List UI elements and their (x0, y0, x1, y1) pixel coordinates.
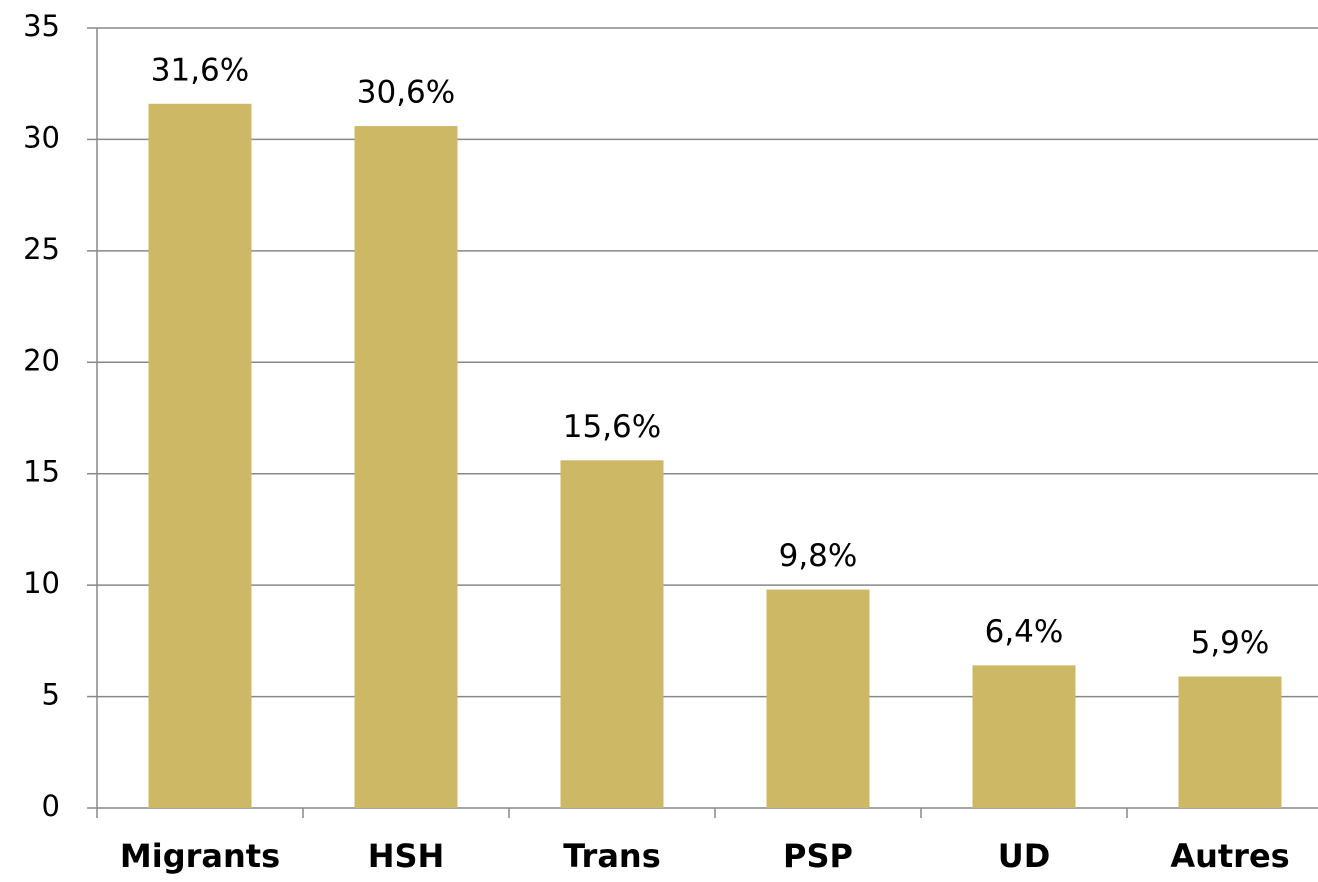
y-tick-label: 20 (23, 343, 60, 377)
x-tick-label: HSH (368, 837, 445, 875)
value-label: 30,6% (357, 75, 455, 111)
bar (560, 460, 664, 808)
value-label: 5,9% (1191, 625, 1270, 661)
y-tick-label: 35 (23, 9, 60, 43)
x-tick-label: PSP (783, 837, 853, 875)
y-tick-label: 5 (42, 678, 60, 712)
x-tick-label: Trans (563, 837, 661, 875)
value-label: 31,6% (151, 52, 249, 88)
x-tick-label: Autres (1170, 837, 1289, 875)
y-tick-label: 25 (23, 232, 60, 266)
y-tick-label: 10 (23, 566, 60, 600)
value-label: 6,4% (985, 614, 1064, 650)
x-tick-label: UD (998, 837, 1051, 875)
value-label: 9,8% (779, 538, 858, 574)
bar (1178, 676, 1282, 808)
bar (766, 589, 870, 808)
y-tick-label: 0 (42, 789, 60, 823)
bar (972, 665, 1076, 808)
bar (354, 126, 458, 809)
y-tick-label: 15 (23, 455, 60, 489)
x-tick-label: Migrants (120, 837, 280, 875)
bar (148, 103, 252, 809)
value-label: 15,6% (563, 409, 661, 445)
y-tick-label: 30 (23, 120, 60, 154)
